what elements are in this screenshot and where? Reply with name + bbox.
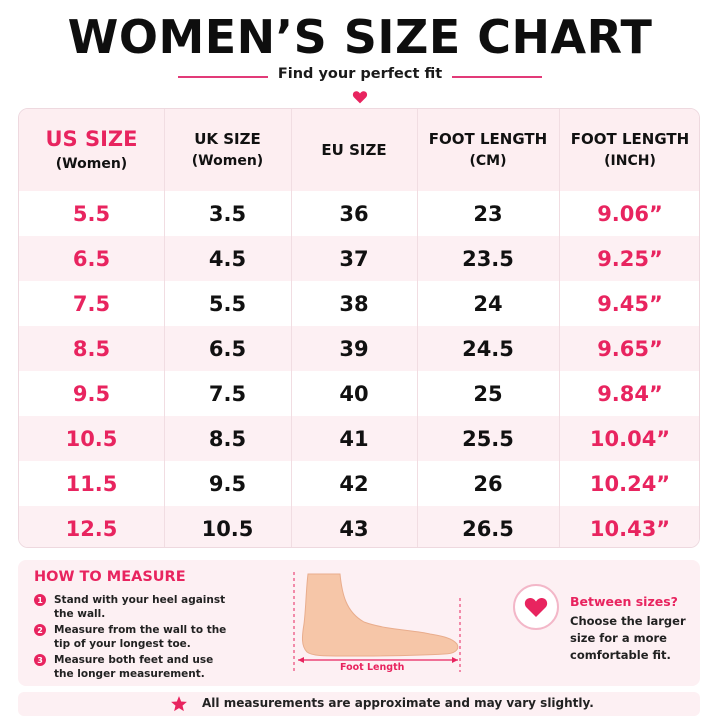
step-number: 2 (34, 624, 46, 636)
table-cell: 10.24” (589, 471, 671, 496)
how-to-measure-title: HOW TO MEASURE (34, 569, 186, 585)
foot-diagram-icon (293, 572, 461, 672)
table-cell: 25 (473, 381, 503, 406)
column-divider (559, 109, 560, 547)
table-cell: 6.5 (208, 336, 247, 361)
heart-icon (352, 91, 368, 104)
disclaimer-text: All measurements are approximate and may… (202, 696, 594, 710)
header-sublabel: (INCH) (604, 153, 656, 169)
header-label: FOOT LENGTH (428, 130, 548, 148)
table-cell: 37 (339, 246, 369, 271)
how-to-measure-panel: HOW TO MEASURE 1 Stand with your heel ag… (18, 560, 700, 686)
page-title: WOMEN’S SIZE CHART (67, 10, 653, 64)
header-foot-length-cm: FOOT LENGTH (CM) (417, 109, 559, 191)
step-text: Measure from the wall to the tip of your… (54, 624, 227, 650)
header-sublabel: (Women) (191, 153, 264, 169)
header-sublabel: (Women) (55, 156, 128, 172)
step-text: Stand with your heel against the wall. (54, 594, 226, 620)
table-cell: 7.5 (72, 291, 111, 316)
disclaimer-bar: All measurements are approximate and may… (18, 692, 700, 716)
table-cell: 10.43” (589, 516, 671, 541)
star-icon (171, 696, 187, 712)
table-cell: 12.5 (65, 516, 118, 541)
subtitle-divider-left (178, 76, 268, 78)
table-cell: 9.5 (72, 381, 111, 406)
header-foot-length-inch: FOOT LENGTH (INCH) (559, 109, 699, 191)
header-label: EU SIZE (321, 141, 387, 159)
table-cell: 5.5 (208, 291, 247, 316)
table-cell: 4.5 (208, 246, 247, 271)
header-label: FOOT LENGTH (570, 130, 690, 148)
table-row: 10.5 8.5 41 25.5 10.04” (19, 416, 699, 461)
subtitle-divider-right (452, 76, 542, 78)
table-cell: 3.5 (208, 201, 247, 226)
table-cell: 25.5 (462, 426, 514, 451)
between-sizes-text: Choose the larger size for a more comfor… (570, 614, 686, 662)
column-divider (164, 109, 165, 547)
table-row: 8.5 6.5 39 24.5 9.65” (19, 326, 699, 371)
table-row: 11.5 9.5 42 26 10.24” (19, 461, 699, 506)
table-cell: 11.5 (65, 471, 118, 496)
table-row: 5.5 3.5 36 23 9.06” (19, 191, 699, 236)
table-cell: 38 (339, 291, 369, 316)
table-cell: 42 (339, 471, 369, 496)
table-cell: 9.5 (208, 471, 247, 496)
table-cell: 41 (339, 426, 369, 451)
table-row: 6.5 4.5 37 23.5 9.25” (19, 236, 699, 281)
table-cell: 6.5 (72, 246, 111, 271)
table-cell: 9.45” (597, 291, 663, 316)
header-sublabel: (CM) (469, 153, 507, 169)
table-cell: 24 (473, 291, 503, 316)
column-divider (417, 109, 418, 547)
table-cell: 40 (339, 381, 369, 406)
table-cell: 9.06” (597, 201, 663, 226)
size-table: 5.5 3.5 36 23 9.06” 6.5 4.5 37 23.5 9.25” 7.5 5.5 38… (18, 108, 700, 548)
table-cell: 36 (339, 201, 369, 226)
table-cell: 9.84” (597, 381, 663, 406)
table-header (19, 109, 699, 191)
table-cell: 23 (473, 201, 503, 226)
table-cell: 5.5 (72, 201, 111, 226)
step-number: 1 (34, 594, 46, 606)
between-sizes-title: Between sizes? (570, 594, 678, 609)
table-cell: 7.5 (208, 381, 247, 406)
header-uk-size: UK SIZE (Women) (164, 109, 291, 191)
subtitle-row: Find your perfect fit (0, 66, 720, 86)
table-row: 7.5 5.5 38 24 9.45” (19, 281, 699, 326)
table-cell: 26.5 (462, 516, 514, 541)
table-cell: 8.5 (208, 426, 247, 451)
header-label: UK SIZE (194, 130, 261, 148)
column-divider (291, 109, 292, 547)
table-cell: 26 (473, 471, 503, 496)
table-cell: 24.5 (462, 336, 514, 361)
table-cell: 43 (339, 516, 369, 541)
header-label: US SIZE (45, 127, 138, 151)
table-row: 12.5 10.5 43 26.5 10.43” (19, 506, 699, 547)
table-cell: 9.25” (597, 246, 663, 271)
table-cell: 39 (339, 336, 369, 361)
header-us-size: US SIZE (Women) (19, 109, 164, 191)
table-row: 9.5 7.5 40 25 9.84” (19, 371, 699, 416)
foot-length-label: Foot Length (340, 662, 405, 673)
table-cell: 10.5 (65, 426, 118, 451)
header-eu-size: EU SIZE (291, 109, 417, 191)
heart-badge (513, 584, 559, 630)
table-cell: 23.5 (462, 246, 514, 271)
heart-icon (524, 597, 548, 617)
table-cell: 10.04” (589, 426, 671, 451)
step-number: 3 (34, 654, 46, 666)
table-cell: 9.65” (597, 336, 663, 361)
step-text: Measure both feet and use the longer mea… (54, 654, 214, 680)
table-cell: 10.5 (201, 516, 254, 541)
subtitle: Find your perfect fit (277, 66, 443, 82)
table-cell: 8.5 (72, 336, 111, 361)
